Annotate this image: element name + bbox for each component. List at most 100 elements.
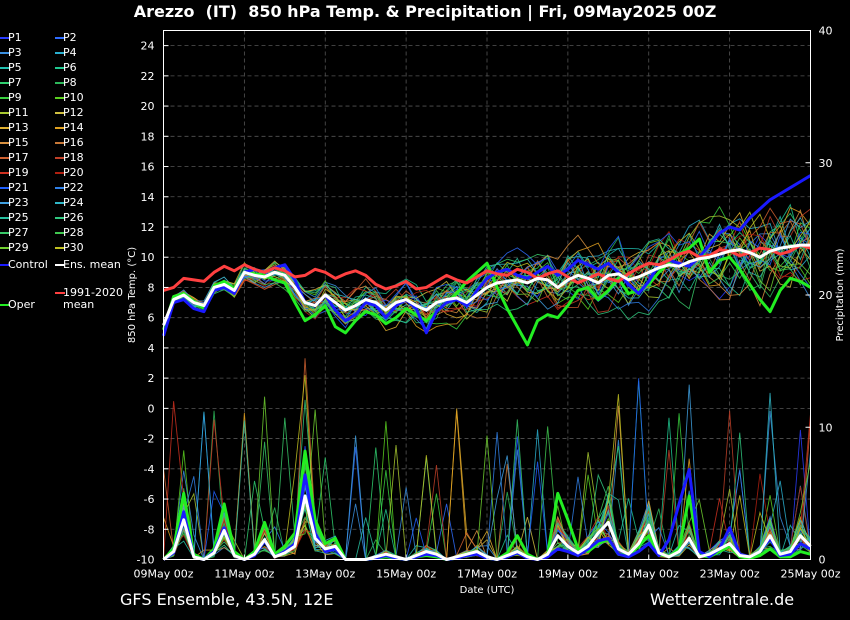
legend-swatch	[55, 142, 65, 144]
legend-label: P24	[63, 196, 84, 209]
legend-swatch	[0, 247, 10, 249]
legend-label: P17	[8, 151, 29, 164]
legend-swatch	[55, 187, 65, 189]
x-tick-label: 19May 00z	[538, 568, 598, 581]
legend-swatch	[0, 264, 10, 266]
x-tick-label: 25May 00z	[780, 568, 840, 581]
legend-swatch	[0, 67, 10, 69]
x-axis: 09May 00z 11May 00z 13May 00z 15May 00z 17Ma…	[133, 554, 841, 581]
legend-label: P22	[63, 181, 84, 194]
y-tick-label: -6	[144, 493, 155, 506]
y-tick-label: 12	[141, 221, 155, 234]
y-tick-label: 8	[148, 281, 155, 294]
legend-swatch	[55, 82, 65, 84]
legend-swatch	[0, 232, 10, 234]
model-info: GFS Ensemble, 43.5N, 12E	[120, 590, 334, 609]
legend-label: P7	[8, 76, 22, 89]
temp-line-oper	[162, 237, 812, 347]
legend-label: P20	[63, 166, 84, 179]
legend-label: P1	[8, 31, 22, 44]
legend-label: P13	[8, 121, 29, 134]
legend-label: P2	[63, 31, 77, 44]
legend-swatch	[55, 112, 65, 114]
legend-swatch	[55, 97, 65, 99]
legend-swatch	[0, 217, 10, 219]
legend-swatch	[55, 217, 65, 219]
legend-swatch	[0, 142, 10, 144]
y-tick-label: 4	[148, 342, 155, 355]
legend-label: P26	[63, 211, 84, 224]
y-tick-label: -8	[144, 523, 155, 536]
legend-label: P18	[63, 151, 84, 164]
member-precip-line	[163, 396, 811, 561]
x-tick-label: 09May 00z	[133, 568, 193, 581]
legend-label: P23	[8, 196, 29, 209]
legend-swatch	[0, 157, 10, 159]
grid-lines	[163, 30, 811, 560]
legend-swatch	[55, 157, 65, 159]
legend-swatch	[0, 187, 10, 189]
legend-swatch	[0, 172, 10, 174]
legend-label: P6	[63, 61, 77, 74]
legend-swatch	[55, 52, 65, 54]
legend-swatch	[55, 264, 65, 266]
y-tick-label: -10	[137, 554, 155, 567]
legend-swatch	[0, 127, 10, 129]
page-title: Arezzo (IT) 850 hPa Temp. & Precipitatio…	[133, 2, 717, 21]
member-temp-line	[163, 220, 811, 328]
legend-swatch	[0, 304, 10, 306]
legend-label: P10	[63, 91, 84, 104]
legend-swatch	[55, 232, 65, 234]
x-tick-label: 23May 00z	[700, 568, 760, 581]
y2-tick-label: 30	[819, 157, 833, 170]
x-axis-title: Date (UTC)	[460, 585, 515, 596]
legend-swatch	[55, 172, 65, 174]
legend-label: P15	[8, 136, 29, 149]
y-tick-label: 24	[141, 40, 155, 53]
legend-label: P30	[63, 241, 84, 254]
legend-swatch	[55, 292, 65, 294]
legend-label: P4	[63, 46, 77, 59]
legend-label: P12	[63, 106, 84, 119]
legend-label: P16	[63, 136, 84, 149]
y2-tick-label: 20	[819, 289, 833, 302]
legend-label: P28	[63, 226, 84, 239]
legend-swatch	[55, 247, 65, 249]
y-tick-label: 22	[141, 70, 155, 83]
legend-swatch	[0, 37, 10, 39]
temp-line-ens-mean	[162, 243, 811, 326]
series-lines	[162, 174, 812, 561]
legend-label: P9	[8, 91, 22, 104]
legend-label: 1991-2020 mean	[63, 286, 123, 311]
x-tick-label: 15May 00z	[376, 568, 436, 581]
x-tick-label: 11May 00z	[214, 568, 274, 581]
legend-label: Control	[8, 258, 48, 271]
legend: P1 P2 P3 P4 P5 P6 P7 P8 P9 P10 P11 P12 P13 P14 P15 P16 P…	[0, 32, 130, 322]
y-tick-label: 2	[148, 372, 155, 385]
legend-label: P19	[8, 166, 29, 179]
legend-swatch	[55, 37, 65, 39]
legend-swatch	[0, 97, 10, 99]
source-credit[interactable]: Wetterzentrale.de	[650, 590, 795, 609]
y-tick-label: 20	[141, 100, 155, 113]
legend-label: P5	[8, 61, 22, 74]
legend-swatch	[0, 82, 10, 84]
x-tick-label: 17May 00z	[457, 568, 517, 581]
legend-label: P29	[8, 241, 29, 254]
y-tick-label: 14	[141, 191, 155, 204]
y-axis-right: 0 10 20 30 40	[805, 25, 833, 567]
member-temp-line	[163, 208, 811, 327]
y-tick-label: 16	[141, 161, 155, 174]
legend-label: P14	[63, 121, 84, 134]
y-tick-label: 6	[148, 312, 155, 325]
legend-swatch	[0, 112, 10, 114]
legend-swatch	[55, 127, 65, 129]
x-tick-label: 21May 00z	[619, 568, 679, 581]
legend-label: Oper	[8, 298, 35, 311]
legend-label: P27	[8, 226, 29, 239]
y-tick-label: 0	[148, 402, 155, 415]
legend-swatch	[55, 67, 65, 69]
y2-tick-label: 10	[819, 421, 833, 434]
legend-label: Ens. mean	[63, 258, 121, 271]
y2-tick-label: 0	[819, 554, 826, 567]
